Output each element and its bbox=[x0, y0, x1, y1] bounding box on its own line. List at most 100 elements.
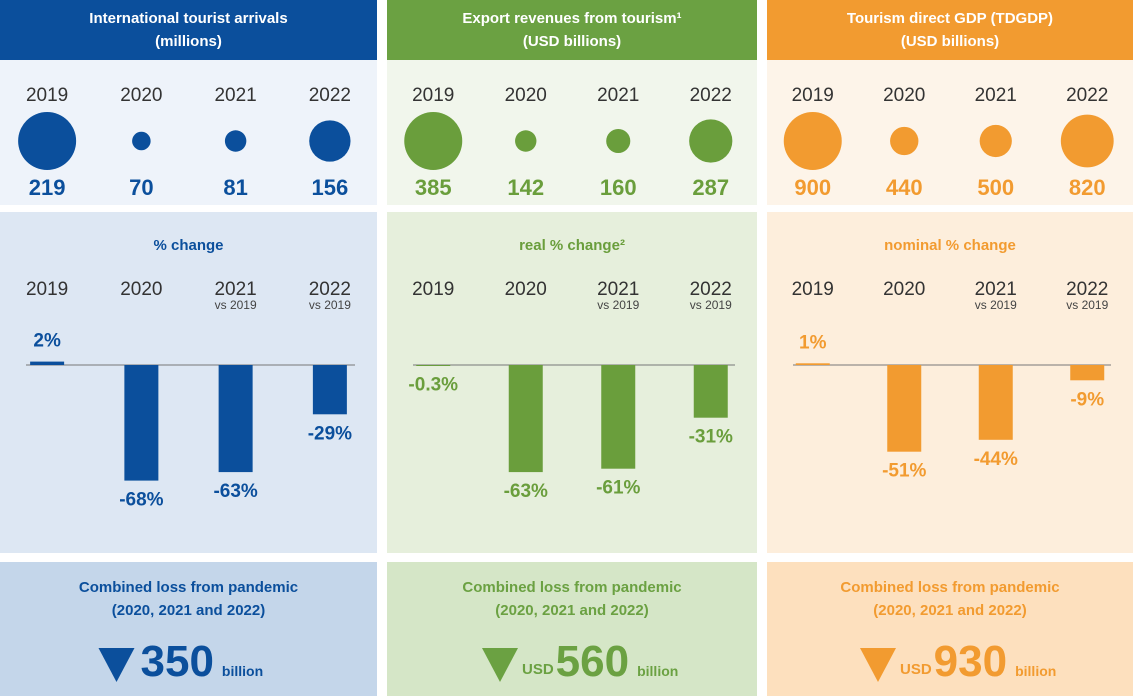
bar bbox=[312, 365, 347, 415]
bar bbox=[30, 361, 65, 365]
bubble bbox=[224, 130, 247, 152]
bar bbox=[795, 363, 830, 365]
value-label: 440 bbox=[886, 175, 923, 200]
bubble bbox=[404, 112, 463, 170]
value-label: 70 bbox=[129, 175, 153, 200]
value-label: 385 bbox=[415, 175, 452, 200]
value-label: 500 bbox=[977, 175, 1014, 200]
header-bg bbox=[387, 0, 757, 60]
year-label: 2021 bbox=[597, 279, 639, 300]
value-label: -31% bbox=[689, 427, 733, 448]
value-label: 1% bbox=[799, 332, 827, 353]
value-label: -29% bbox=[308, 423, 352, 444]
value-label: -9% bbox=[1070, 389, 1104, 410]
value-label: -44% bbox=[974, 449, 1018, 470]
bubble bbox=[132, 131, 151, 151]
header-bg bbox=[767, 0, 1133, 60]
loss-subtitle: (2020, 2021 and 2022) bbox=[495, 602, 648, 619]
bubble bbox=[18, 112, 77, 170]
loss-amount: 350 billion bbox=[141, 637, 264, 686]
loss-unit: billion bbox=[222, 663, 263, 679]
bubble bbox=[979, 124, 1012, 158]
year-label: 2021 bbox=[975, 85, 1017, 106]
year-label: 2020 bbox=[120, 85, 162, 106]
value-label: -63% bbox=[504, 481, 548, 502]
header-bg bbox=[0, 0, 377, 60]
value-label: 156 bbox=[312, 175, 349, 200]
bar bbox=[693, 365, 728, 418]
year-note: vs 2019 bbox=[1066, 298, 1108, 312]
year-label: 2022 bbox=[690, 85, 732, 106]
value-label: -61% bbox=[596, 478, 640, 499]
year-label: 2020 bbox=[505, 85, 547, 106]
value-label: 81 bbox=[223, 175, 247, 200]
panel-title: Tourism direct GDP (TDGDP) bbox=[847, 10, 1053, 27]
loss-value: 350 bbox=[141, 637, 214, 686]
value-label: 900 bbox=[794, 175, 831, 200]
year-label: 2022 bbox=[1066, 279, 1108, 300]
value-label: 219 bbox=[29, 175, 66, 200]
value-label: 287 bbox=[692, 175, 729, 200]
bar bbox=[416, 365, 451, 366]
year-label: 2019 bbox=[792, 85, 834, 106]
loss-subtitle: (2020, 2021 and 2022) bbox=[873, 602, 1026, 619]
loss-unit: billion bbox=[637, 663, 678, 679]
panel-subtitle: (millions) bbox=[155, 33, 222, 50]
year-label: 2022 bbox=[309, 85, 351, 106]
year-note: vs 2019 bbox=[690, 298, 732, 312]
year-label: 2019 bbox=[412, 85, 454, 106]
year-note: vs 2019 bbox=[597, 298, 639, 312]
value-label: -68% bbox=[119, 490, 163, 511]
year-label: 2021 bbox=[214, 279, 256, 300]
year-note: vs 2019 bbox=[309, 298, 351, 312]
bar bbox=[601, 365, 636, 469]
year-label: 2019 bbox=[792, 279, 834, 300]
panel-title: real % change² bbox=[519, 237, 625, 254]
panel-subtitle: (USD billions) bbox=[523, 33, 621, 50]
bar bbox=[218, 365, 253, 473]
value-label: 142 bbox=[507, 175, 544, 200]
year-note: vs 2019 bbox=[215, 298, 257, 312]
panel-title: % change bbox=[153, 237, 223, 254]
value-label: -51% bbox=[882, 461, 926, 482]
bar bbox=[124, 365, 159, 481]
value-label: 160 bbox=[600, 175, 637, 200]
year-label: 2019 bbox=[26, 85, 68, 106]
loss-value: 560 bbox=[556, 637, 629, 686]
panel-title: Export revenues from tourism¹ bbox=[462, 10, 681, 27]
loss-unit: billion bbox=[1015, 663, 1056, 679]
bar bbox=[887, 365, 922, 452]
year-label: 2019 bbox=[412, 279, 454, 300]
year-label: 2020 bbox=[883, 279, 925, 300]
year-label: 2021 bbox=[597, 85, 639, 106]
value-label: -63% bbox=[213, 481, 257, 502]
bubble bbox=[515, 130, 537, 152]
bubble bbox=[890, 126, 919, 156]
year-label: 2020 bbox=[120, 279, 162, 300]
year-label: 2021 bbox=[975, 279, 1017, 300]
year-label: 2019 bbox=[26, 279, 68, 300]
down-triangle bbox=[482, 648, 518, 682]
year-label: 2022 bbox=[690, 279, 732, 300]
value-label: 820 bbox=[1069, 175, 1106, 200]
down-triangle bbox=[860, 648, 896, 682]
bubble bbox=[783, 112, 842, 170]
down-triangle bbox=[98, 648, 135, 682]
bubble bbox=[1060, 114, 1114, 168]
loss-prefix: USD bbox=[900, 661, 932, 678]
value-label: 2% bbox=[33, 331, 61, 352]
value-label: -0.3% bbox=[408, 375, 458, 396]
panel-subtitle: (USD billions) bbox=[901, 33, 999, 50]
loss-subtitle: (2020, 2021 and 2022) bbox=[112, 602, 265, 619]
year-label: 2022 bbox=[309, 279, 351, 300]
bubble bbox=[689, 119, 733, 163]
loss-title: Combined loss from pandemic bbox=[79, 579, 298, 596]
panel-title: nominal % change bbox=[884, 237, 1016, 254]
loss-prefix: USD bbox=[522, 661, 554, 678]
panel-title: International tourist arrivals bbox=[89, 10, 287, 27]
loss-value: 930 bbox=[934, 637, 1007, 686]
bar bbox=[978, 365, 1013, 440]
bar bbox=[1070, 365, 1105, 381]
panel-bg bbox=[0, 562, 377, 696]
